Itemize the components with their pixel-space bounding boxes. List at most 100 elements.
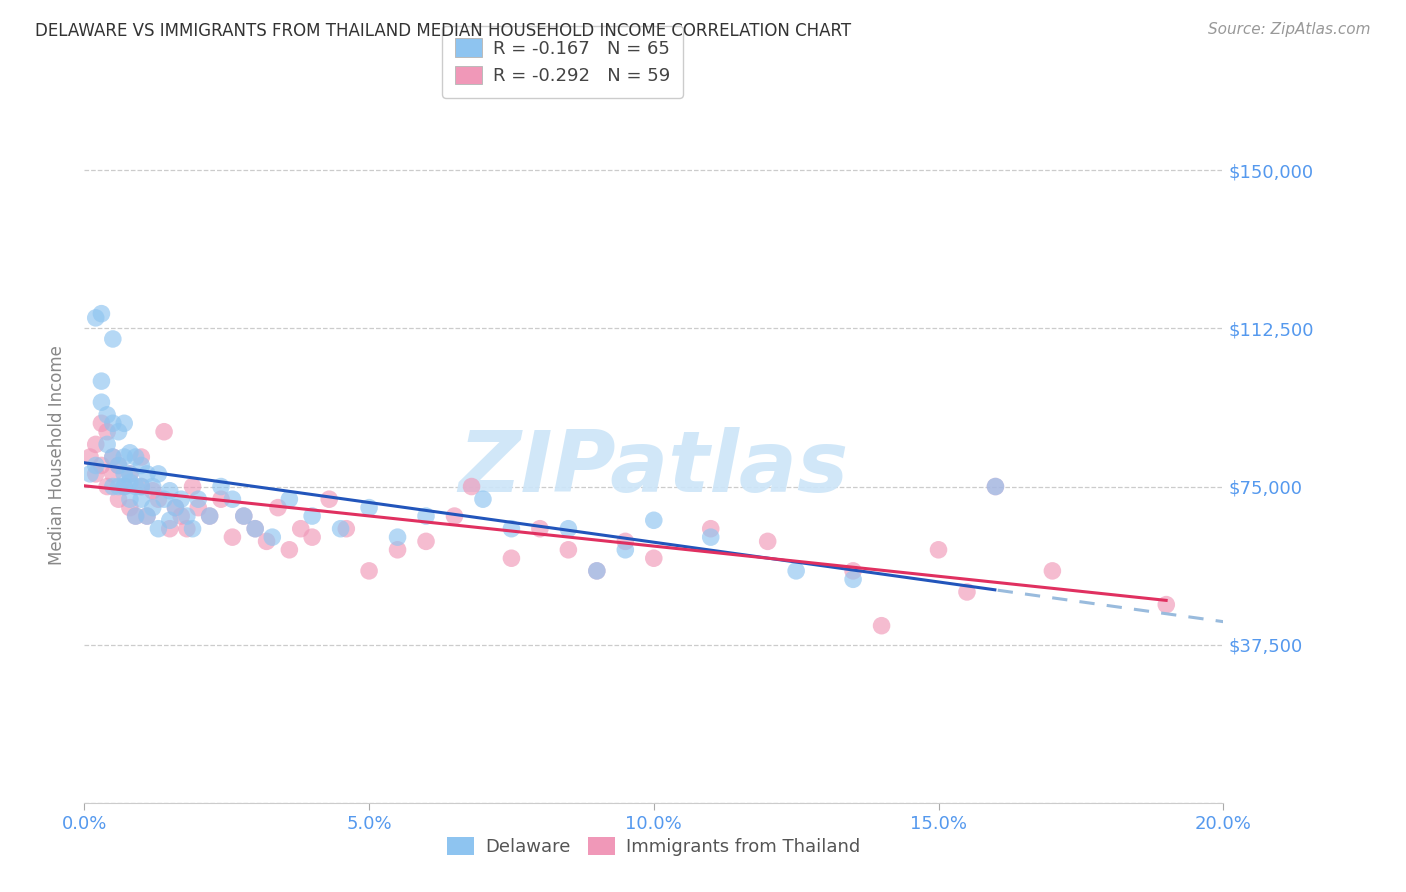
Point (124, 509, 146, 524)
Point (90, 307, 112, 321)
Point (131, 479, 153, 493)
Point (131, 450, 153, 464)
Point (245, 522, 267, 536)
Point (415, 509, 437, 524)
Point (101, 450, 124, 464)
Point (614, 534, 637, 549)
Text: DELAWARE VS IMMIGRANTS FROM THAILAND MEDIAN HOUSEHOLD INCOME CORRELATION CHART: DELAWARE VS IMMIGRANTS FROM THAILAND MED… (35, 22, 851, 40)
Point (153, 425, 176, 439)
Point (232, 509, 254, 524)
Point (181, 479, 204, 493)
Point (643, 513, 665, 527)
Point (170, 492, 193, 507)
Point (262, 530, 284, 544)
Point (124, 450, 146, 464)
Point (118, 475, 141, 490)
Y-axis label: Median Household Income: Median Household Income (48, 345, 66, 565)
Point (101, 467, 124, 481)
Point (107, 425, 129, 439)
Point (112, 479, 135, 493)
Point (118, 492, 141, 507)
Point (176, 509, 198, 524)
Point (90, 374, 112, 388)
Point (278, 492, 301, 507)
Point (112, 417, 135, 431)
Point (198, 509, 221, 524)
Point (301, 530, 323, 544)
Point (118, 467, 141, 481)
Point (387, 542, 409, 557)
Point (107, 479, 129, 493)
Point (335, 522, 357, 536)
Point (124, 479, 146, 493)
Point (96, 479, 118, 493)
Point (112, 479, 135, 493)
Point (165, 500, 187, 515)
Point (984, 479, 1007, 493)
Point (956, 585, 979, 599)
Text: ZIPatlas: ZIPatlas (458, 427, 849, 510)
Point (148, 522, 170, 536)
Point (278, 542, 301, 557)
Point (136, 509, 159, 524)
Point (557, 522, 579, 536)
Point (118, 467, 141, 481)
Point (84, 437, 107, 451)
Point (187, 500, 209, 515)
Point (501, 522, 523, 536)
Point (101, 450, 124, 464)
Point (472, 492, 495, 507)
Point (131, 479, 153, 493)
Point (181, 522, 204, 536)
Point (928, 542, 950, 557)
Point (387, 530, 409, 544)
Point (329, 522, 352, 536)
Point (700, 522, 723, 536)
Point (176, 522, 198, 536)
Point (136, 509, 159, 524)
Point (112, 467, 135, 481)
Point (96, 408, 118, 422)
Point (159, 483, 181, 498)
Point (159, 522, 181, 536)
Point (290, 522, 312, 536)
Point (267, 500, 290, 515)
Point (221, 530, 243, 544)
Point (245, 522, 267, 536)
Point (359, 500, 381, 515)
Point (107, 458, 129, 473)
Point (101, 479, 124, 493)
Point (586, 564, 609, 578)
Point (614, 542, 637, 557)
Point (785, 564, 807, 578)
Point (131, 458, 153, 473)
Point (443, 509, 465, 524)
Point (159, 513, 181, 527)
Point (359, 564, 381, 578)
Point (301, 509, 323, 524)
Point (79, 467, 101, 481)
Point (118, 500, 141, 515)
Point (148, 467, 170, 481)
Point (232, 509, 254, 524)
Point (460, 479, 482, 493)
Point (842, 572, 865, 586)
Point (586, 564, 609, 578)
Point (557, 542, 579, 557)
Point (142, 483, 165, 498)
Point (112, 450, 135, 464)
Point (187, 492, 209, 507)
Point (142, 479, 165, 493)
Point (700, 530, 723, 544)
Point (170, 509, 193, 524)
Point (90, 458, 112, 473)
Point (209, 479, 232, 493)
Point (221, 492, 243, 507)
Legend: Delaware, Immigrants from Thailand: Delaware, Immigrants from Thailand (440, 830, 868, 863)
Point (529, 522, 551, 536)
Point (842, 564, 865, 578)
Point (96, 437, 118, 451)
Point (84, 458, 107, 473)
Point (124, 509, 146, 524)
Point (79, 450, 101, 464)
